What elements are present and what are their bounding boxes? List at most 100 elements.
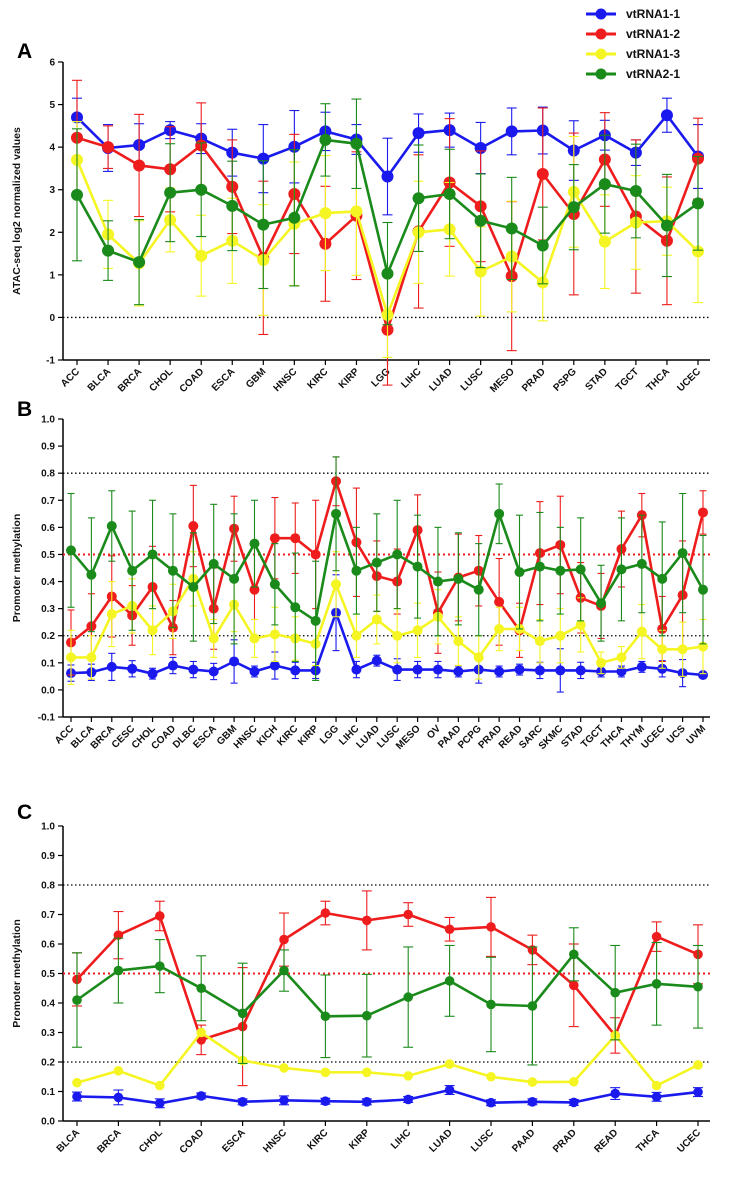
data-point [381,170,394,183]
data-point [188,521,199,532]
legend-marker [595,68,607,80]
y-tick-label: 0.7 [41,910,55,921]
data-point [527,1001,538,1011]
data-point [505,222,518,235]
x-tick-label: GBM [244,366,268,390]
data-point [320,1067,331,1078]
x-tick-label: KIRC [305,1127,330,1152]
data-point [279,965,289,976]
legend-item-vtrna2-1: vtRNA2-1 [586,67,680,81]
data-point [677,644,688,655]
data-point [432,576,443,587]
x-tick-label: LIHC [399,366,423,390]
legend-label: vtRNA1-3 [626,47,680,61]
x-tick-label: BLCA [86,366,113,393]
data-point [412,561,423,572]
data-point [486,922,496,932]
y-tick-label: 1.0 [41,822,55,833]
data-point [371,557,382,568]
data-point [494,596,505,607]
data-point [698,584,708,595]
x-tick-label: THCA [634,1127,661,1154]
data-point [569,1076,579,1087]
data-point [660,219,673,232]
data-point [494,623,505,634]
series-vtrna1-2 [72,890,703,1087]
data-point [237,1008,248,1019]
data-point [629,184,642,197]
data-point [249,666,260,677]
x-tick-label: CHOL [137,1127,165,1155]
x-tick-label: LUSC [459,366,486,393]
x-tick-label: LUAD [427,366,454,393]
data-point [660,109,673,122]
data-point [320,1096,331,1107]
x-tick-label: UCEC [675,1127,703,1155]
legend-item-vtrna1-3: vtRNA1-3 [586,47,680,61]
y-tick-label: 0.5 [41,969,55,980]
x-tick-label: MESO [488,366,517,395]
data-point [188,664,199,675]
series-line [76,1031,699,1087]
panel-label: A [17,40,32,63]
series-vtrna1-3 [72,1027,703,1091]
y-axis-title: ATAC-seq log2 normalized values [11,127,23,295]
data-point [269,660,280,671]
data-point [195,183,208,196]
x-tick-label: UVM [685,723,709,747]
x-tick-label: CHOL [147,366,175,394]
data-point [164,186,177,199]
data-point [651,979,662,989]
data-point [269,533,280,544]
data-point [249,633,260,644]
data-point [534,561,545,572]
data-point [331,579,342,590]
x-tick-label: HNSC [232,723,260,751]
data-point [693,1087,703,1097]
data-point [693,1060,703,1070]
data-point [310,549,321,560]
y-tick-label: 0.8 [41,881,55,892]
data-point [636,626,647,637]
data-point [127,565,138,576]
legend-marker [595,28,607,40]
data-point [208,558,219,569]
data-point [698,670,708,681]
data-point [331,508,342,519]
data-point [610,1088,620,1099]
x-tick-label: LUAD [355,723,382,750]
x-tick-label: LUSC [469,1127,496,1154]
x-tick-label: KICH [255,723,280,748]
data-point [196,983,206,994]
data-point [72,995,82,1005]
data-point [106,609,117,620]
x-tick-label: ESCA [210,366,237,393]
data-point [269,629,280,640]
data-point [71,188,83,201]
y-tick-label: 0.3 [41,1028,55,1039]
y-tick-label: 0.3 [41,604,55,615]
data-point [494,666,505,677]
data-point [534,665,545,676]
data-point [536,167,549,180]
y-tick-label: 0.5 [41,550,55,561]
legend: vtRNA1-1 vtRNA1-2 vtRNA1-3 vtRNA2-1 [586,7,680,81]
data-point [567,201,580,214]
data-point [443,187,456,200]
data-point [486,1071,496,1082]
data-point [362,1010,372,1021]
data-point [362,915,372,926]
series-line [70,611,704,677]
data-point [651,931,662,942]
x-tick-label: UCEC [640,723,668,751]
y-tick-label: 6 [49,58,55,69]
data-point [113,965,124,976]
data-point [155,911,165,921]
x-tick-label: KIRC [305,366,330,391]
data-point [444,1059,455,1069]
data-point [113,1092,124,1103]
data-point [514,567,525,578]
data-point [195,249,208,262]
data-point [569,949,579,960]
y-tick-label: 1 [49,270,55,281]
